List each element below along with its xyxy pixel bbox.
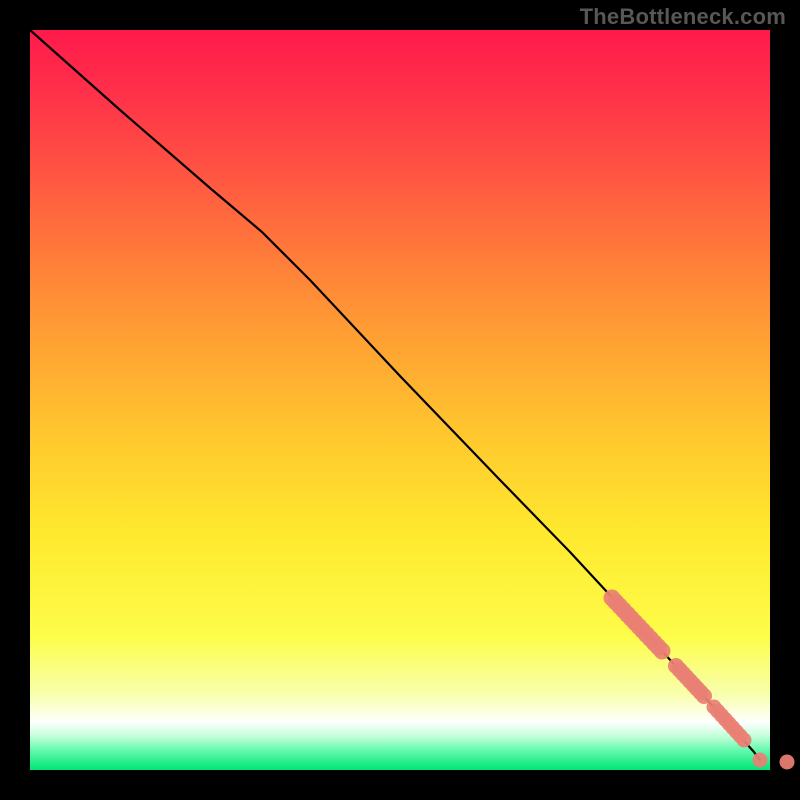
curve-marker — [780, 755, 795, 770]
curve-marker — [654, 643, 671, 660]
watermark-text: TheBottleneck.com — [580, 4, 786, 30]
chart-canvas — [0, 0, 800, 800]
stage: TheBottleneck.com — [0, 0, 800, 800]
curve-marker — [753, 753, 768, 768]
plot-area-rect — [30, 30, 770, 770]
curve-marker — [737, 733, 752, 748]
